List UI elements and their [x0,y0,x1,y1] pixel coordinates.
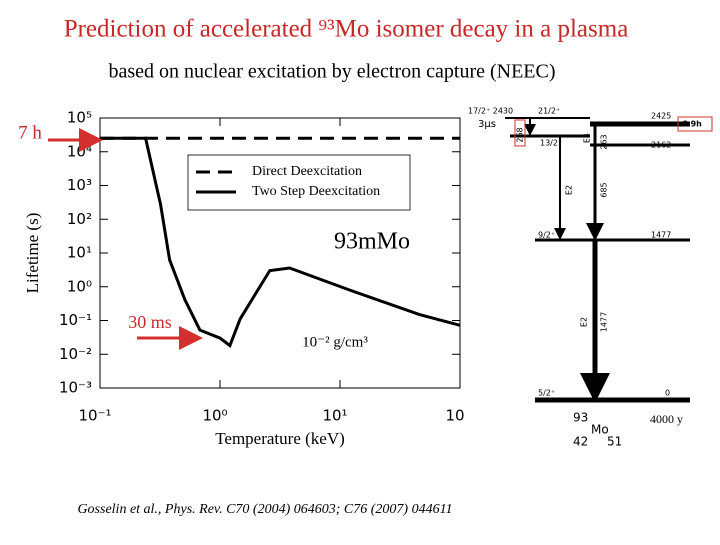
level-label: E4 [583,133,592,143]
level-label: 0 [665,389,670,398]
plot: 10⁵ 10⁴ 10³ 10² 10¹ 10⁰ 10⁻¹ 10⁻² 10⁻³ 10⁻¹ 10⁰ 10¹… [59,109,465,425]
level-label: 42 [573,435,588,449]
level-label: 17/2⁺ 2430 [468,107,513,116]
level-label: 2162 [651,141,671,150]
level-label: 93 [573,411,588,425]
level-label: 263 [600,134,609,149]
level-label: 21/2⁺ [538,107,560,116]
annotation-7h: 7 h [18,122,42,143]
level-label: 6.9h [682,120,702,129]
y-tick-label: 10⁴ [67,142,92,160]
level-label: 3μs [478,119,496,130]
legend-label: Direct Deexcitation [252,164,362,179]
level-label: Mo [591,423,609,437]
level-label: 1477 [651,231,671,240]
level-label: 9/2⁺ [538,231,555,240]
series-line [100,136,461,348]
y-axis-label: Lifetime (s) [23,213,42,294]
level-label: 5/2⁺ [538,389,555,398]
level-label: 51 [607,435,622,449]
y-tick-label: 10³ [67,176,92,194]
x-tick-label: 10⁰ [202,407,227,425]
density-label: 10⁻² g/cm³ [302,334,368,350]
y-tick-label: 10¹ [67,244,92,262]
y-tick-label: 10⁰ [67,277,92,295]
y-tick-label: 10² [67,210,92,228]
isomer-label: 93mMo [334,229,410,255]
legend-items: Direct Deexcitation Two Step Deexcitation [196,164,380,199]
x-tick-label: 10⁻¹ [78,407,111,425]
level-diagram [505,116,713,403]
y-tick-label: 10⁵ [67,109,92,127]
y-tick-label: 10⁻³ [59,379,92,397]
level-label: 685 [600,182,609,197]
y-tick-label: 10⁻² [59,345,92,363]
level-label: 268 [516,127,525,142]
level-label: 1477 [600,312,609,332]
level-label: 13/2⁺ [540,139,562,148]
level-label: 4000 y [650,412,683,426]
level-label: E2 [580,317,589,327]
slide-subtitle: based on nuclear excitation by electron … [108,61,555,83]
level-labels: 17/2⁺ 2430 21/2⁺ 3μs 13/2⁺ 268 E4 263 E2… [468,107,702,449]
slide-title: Prediction of accelerated ⁹³Mo isomer de… [64,16,629,43]
level-label: E2 [565,185,574,195]
x-tick-label: 10 [445,407,464,425]
highlight [514,119,526,147]
highlight [677,116,713,132]
legend [187,154,411,211]
citation: Gosselin et al., Phys. Rev. C70 (2004) 0… [77,502,452,517]
x-tick-label: 10¹ [322,407,347,425]
annotation-30ms: 30 ms [128,312,172,332]
level-label: 2425 [651,112,671,121]
legend-label: Two Step Deexcitation [252,184,380,199]
x-axis-label: Temperature (keV) [215,429,345,448]
y-tick-label: 10⁻¹ [59,311,92,329]
